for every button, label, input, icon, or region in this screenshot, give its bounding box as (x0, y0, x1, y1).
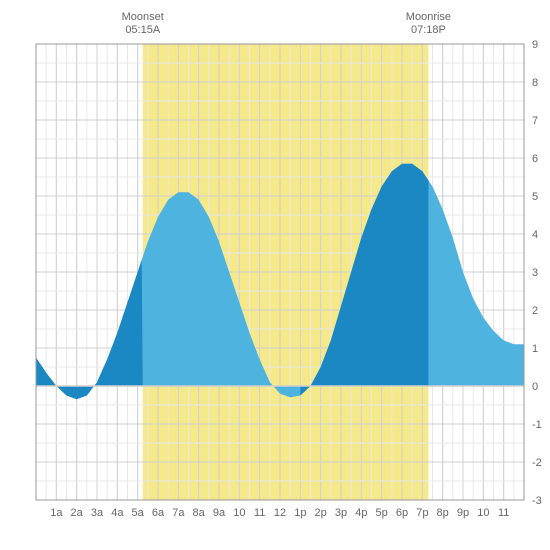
x-tick-label: 12 (274, 507, 286, 519)
y-tick-label: 0 (532, 381, 538, 393)
tide-chart: -3-2-101234567891a2a3a4a5a6a7a8a9a101112… (0, 0, 550, 550)
x-tick-label: 4p (355, 507, 367, 519)
x-tick-label: 7a (172, 507, 185, 519)
x-tick-label: 6p (396, 507, 408, 519)
moonset-time: 05:15A (125, 24, 161, 36)
chart-svg: -3-2-101234567891a2a3a4a5a6a7a8a9a101112… (0, 0, 550, 550)
x-tick-label: 2p (315, 507, 327, 519)
x-tick-label: 1p (294, 507, 306, 519)
y-tick-label: 7 (532, 115, 538, 127)
x-tick-label: 11 (254, 507, 265, 519)
moonrise-label: Moonrise (406, 11, 451, 23)
x-tick-label: 3p (335, 507, 347, 519)
x-tick-label: 7p (416, 507, 428, 519)
x-tick-label: 11 (498, 507, 509, 519)
y-tick-label: -3 (532, 495, 542, 507)
y-tick-label: 2 (532, 305, 538, 317)
y-tick-label: -1 (532, 419, 542, 431)
x-tick-label: 8p (437, 507, 449, 519)
y-tick-label: 5 (532, 191, 538, 203)
x-tick-label: 1a (50, 507, 63, 519)
y-tick-label: 1 (532, 343, 538, 355)
x-tick-label: 4a (111, 507, 124, 519)
x-tick-label: 2a (71, 507, 84, 519)
y-tick-label: 4 (532, 229, 538, 241)
x-tick-label: 10 (477, 507, 489, 519)
x-tick-label: 10 (233, 507, 245, 519)
moonset-label: Moonset (122, 11, 164, 23)
y-tick-label: 8 (532, 77, 538, 89)
y-tick-label: 3 (532, 267, 538, 279)
x-tick-label: 3a (91, 507, 104, 519)
x-tick-label: 9a (213, 507, 226, 519)
x-tick-label: 8a (193, 507, 206, 519)
x-tick-label: 9p (457, 507, 469, 519)
x-tick-label: 6a (152, 507, 165, 519)
moonrise-time: 07:18P (411, 24, 446, 36)
x-tick-label: 5p (376, 507, 388, 519)
x-tick-label: 5a (132, 507, 145, 519)
y-tick-label: 9 (532, 39, 538, 51)
y-tick-label: 6 (532, 153, 538, 165)
y-tick-label: -2 (532, 457, 542, 469)
